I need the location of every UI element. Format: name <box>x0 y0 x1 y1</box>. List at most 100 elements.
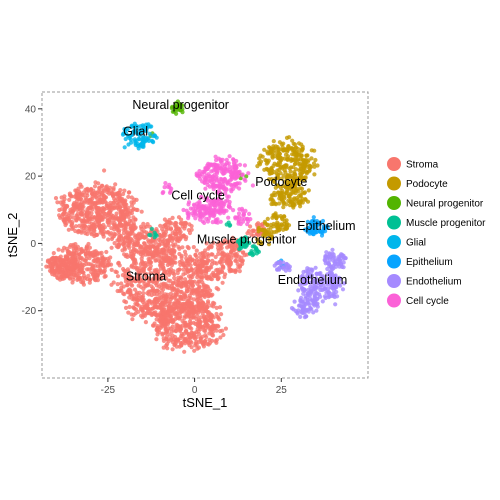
data-point <box>167 332 172 337</box>
data-point <box>109 282 114 287</box>
data-point <box>235 261 240 267</box>
data-point <box>116 242 121 247</box>
data-point <box>88 199 93 204</box>
data-point <box>92 184 98 189</box>
data-point <box>135 207 140 213</box>
data-point <box>83 225 88 230</box>
data-point <box>234 165 239 170</box>
legend-swatch <box>387 215 401 230</box>
data-point <box>213 254 218 260</box>
data-point <box>78 182 83 187</box>
data-point <box>109 226 114 231</box>
data-point <box>155 313 160 318</box>
data-point <box>269 193 274 198</box>
data-point <box>133 217 138 222</box>
data-point <box>218 176 223 182</box>
data-point <box>255 164 260 169</box>
data-point <box>69 223 74 228</box>
data-point <box>161 281 166 286</box>
data-point <box>90 217 95 222</box>
data-point <box>216 275 221 280</box>
data-point <box>179 255 184 260</box>
data-point <box>196 296 201 302</box>
data-point <box>160 290 165 295</box>
data-point <box>191 314 196 319</box>
data-point <box>177 251 182 257</box>
data-point <box>266 158 271 163</box>
data-point <box>188 335 193 341</box>
data-point <box>177 236 182 241</box>
data-point <box>170 238 175 244</box>
data-point <box>231 208 236 213</box>
data-point <box>197 251 203 256</box>
legend-item-podocyte: Podocyte <box>387 176 448 191</box>
data-point <box>121 291 126 296</box>
data-point <box>144 283 149 288</box>
data-point <box>206 292 212 297</box>
data-point <box>170 347 175 352</box>
data-point <box>300 147 305 152</box>
data-point <box>312 172 317 177</box>
data-point <box>62 206 67 211</box>
data-point <box>127 218 132 223</box>
data-point <box>333 302 338 307</box>
data-point <box>173 328 179 333</box>
data-point <box>145 291 150 296</box>
data-point <box>207 331 212 336</box>
data-point <box>116 207 122 212</box>
data-point <box>210 252 215 257</box>
data-point <box>125 282 130 288</box>
data-point <box>227 223 232 228</box>
data-point <box>262 147 267 152</box>
data-point <box>123 220 128 225</box>
data-point <box>175 338 180 343</box>
data-point <box>229 189 234 194</box>
data-point <box>155 272 160 277</box>
data-point <box>282 200 287 205</box>
data-point <box>45 258 51 263</box>
data-point <box>298 204 303 209</box>
data-point <box>339 262 344 267</box>
data-point <box>292 142 298 147</box>
data-point <box>173 256 178 261</box>
data-point <box>128 236 133 241</box>
legend-swatch <box>387 235 401 249</box>
data-point <box>154 296 159 301</box>
data-point <box>127 287 132 292</box>
data-point <box>324 250 329 255</box>
cluster-label-glial: Glial <box>123 125 148 139</box>
data-point <box>286 223 292 228</box>
data-point <box>48 260 54 265</box>
data-point <box>270 198 275 203</box>
data-point <box>148 308 153 313</box>
data-point <box>158 277 163 282</box>
data-point <box>187 230 193 236</box>
data-point <box>283 147 288 152</box>
data-point <box>256 227 261 232</box>
data-point <box>204 241 209 246</box>
data-point <box>204 216 209 221</box>
data-point <box>191 272 196 277</box>
data-point <box>185 306 190 311</box>
data-point <box>77 252 82 257</box>
data-point <box>163 323 168 328</box>
data-point <box>73 228 78 234</box>
data-point <box>222 274 227 280</box>
data-point <box>122 247 127 252</box>
data-point <box>172 222 177 227</box>
data-point <box>162 258 167 263</box>
data-point <box>111 186 116 191</box>
data-point <box>80 275 85 281</box>
data-point <box>83 219 88 224</box>
data-point <box>233 268 238 273</box>
data-point <box>311 310 316 315</box>
data-point <box>113 182 118 187</box>
data-point <box>119 285 124 290</box>
data-point <box>181 261 186 267</box>
data-point <box>131 312 136 318</box>
data-point <box>110 235 115 240</box>
data-point <box>126 190 131 195</box>
data-point <box>154 288 160 293</box>
data-point <box>193 304 198 309</box>
data-point <box>305 299 310 304</box>
